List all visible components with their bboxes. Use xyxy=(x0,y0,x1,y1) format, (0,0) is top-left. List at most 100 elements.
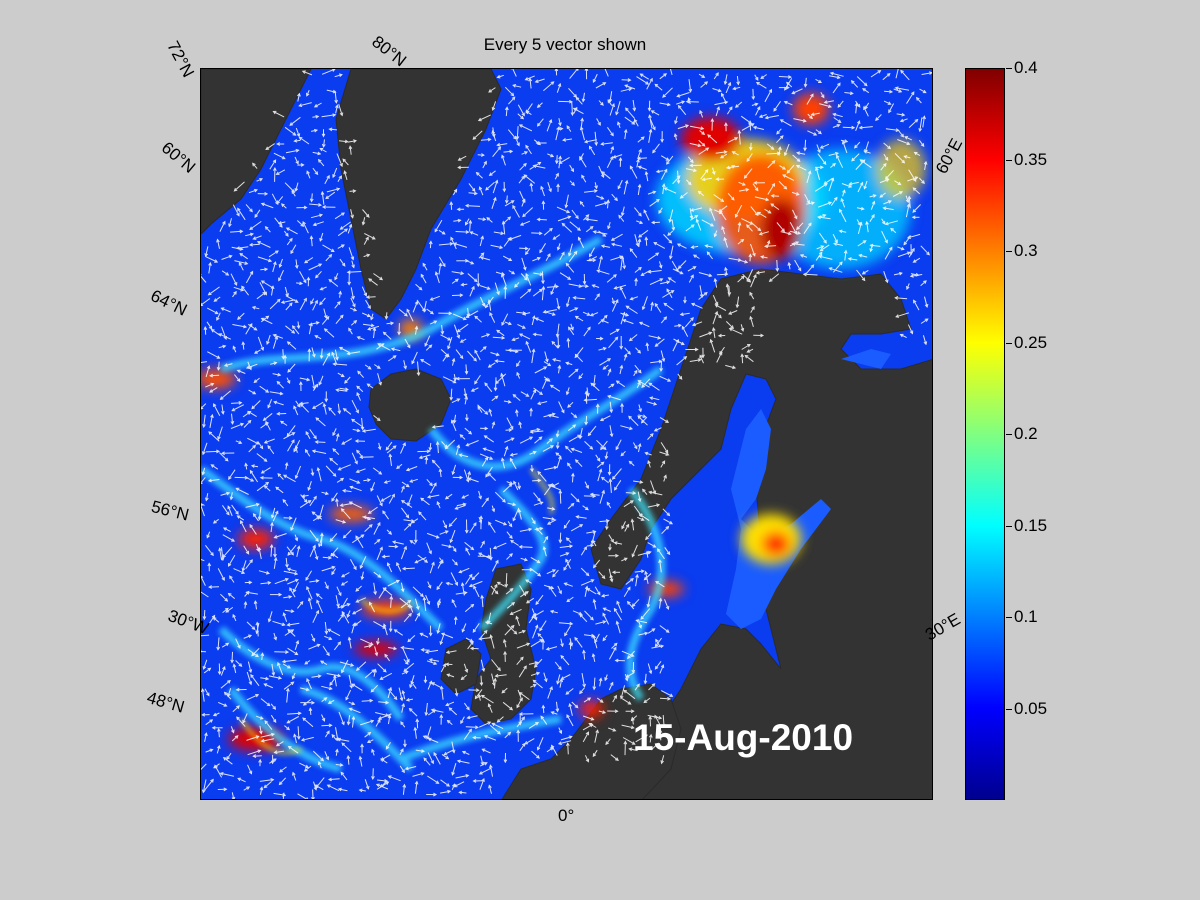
vector-arrowhead xyxy=(637,380,642,384)
vector-arrowhead xyxy=(356,385,361,390)
current-vector xyxy=(376,781,389,790)
vector-arrowhead xyxy=(356,428,361,433)
vector-arrowhead xyxy=(409,604,413,609)
current-vector xyxy=(533,387,543,395)
current-vector xyxy=(236,487,249,495)
current-vector xyxy=(724,237,728,248)
vector-arrowhead xyxy=(582,649,586,654)
current-vector xyxy=(487,472,496,481)
current-vector xyxy=(623,180,628,195)
current-vector xyxy=(329,128,337,131)
vector-arrowhead xyxy=(602,82,607,86)
vector-arrowhead xyxy=(820,245,825,249)
vector-arrowhead xyxy=(521,742,526,747)
vector-arrowhead xyxy=(613,694,617,699)
current-vector xyxy=(600,415,611,421)
vector-arrowhead xyxy=(898,89,903,93)
vector-arrowhead xyxy=(379,502,383,507)
vector-arrowhead xyxy=(697,143,702,148)
current-vector xyxy=(537,737,544,750)
vector-arrowhead xyxy=(302,220,306,225)
current-vector xyxy=(364,732,371,738)
current-vector xyxy=(570,524,583,532)
vector-arrowhead xyxy=(863,150,868,154)
vector-arrowhead xyxy=(570,447,575,452)
colorbar-tick-label: 0.35 xyxy=(1014,150,1048,169)
current-vector xyxy=(208,262,211,274)
current-vector xyxy=(559,545,573,548)
vector-arrowhead xyxy=(518,124,523,128)
current-vector xyxy=(863,180,868,189)
current-vector xyxy=(645,571,649,584)
vector-arrowhead xyxy=(202,451,206,456)
current-vector xyxy=(401,703,405,713)
current-vector xyxy=(776,259,778,271)
vector-arrowhead xyxy=(625,523,630,528)
current-vector xyxy=(258,506,262,520)
vector-arrowhead xyxy=(510,539,514,544)
vector-arrowhead xyxy=(691,322,696,327)
vector-arrowhead xyxy=(640,569,645,574)
current-vector xyxy=(806,93,814,105)
current-vector xyxy=(759,114,767,118)
current-vector xyxy=(570,323,574,330)
vector-arrowhead xyxy=(901,159,906,164)
vector-arrowhead xyxy=(619,364,624,369)
vector-arrowhead xyxy=(435,780,440,784)
vector-arrowhead xyxy=(270,514,275,519)
current-vector xyxy=(659,281,670,285)
vector-arrowhead xyxy=(295,639,300,645)
vector-arrowhead xyxy=(532,684,537,688)
current-vector xyxy=(452,358,455,366)
vector-arrowhead xyxy=(281,659,286,664)
current-vector xyxy=(209,414,213,428)
vector-arrowhead xyxy=(573,250,578,255)
current-vector xyxy=(841,183,852,188)
vector-arrowhead xyxy=(504,106,509,111)
current-vector xyxy=(222,546,233,558)
current-vector xyxy=(586,387,589,397)
vector-arrowhead xyxy=(717,88,722,93)
current-vector xyxy=(401,647,415,650)
vector-arrowhead xyxy=(532,520,536,525)
current-vector xyxy=(582,715,594,721)
current-vector xyxy=(214,296,221,302)
vector-arrowhead xyxy=(266,340,270,345)
vector-arrowhead xyxy=(254,188,258,193)
current-vector xyxy=(547,153,554,157)
current-vector xyxy=(326,89,336,93)
current-vector xyxy=(468,183,476,192)
current-vector xyxy=(261,280,273,289)
vector-arrowhead xyxy=(906,141,911,146)
current-vector xyxy=(337,614,344,622)
vector-arrowhead xyxy=(319,301,323,306)
vector-arrowhead xyxy=(551,312,556,316)
current-vector xyxy=(559,679,563,688)
current-vector xyxy=(231,504,239,515)
current-vector xyxy=(472,130,483,140)
vector-arrowhead xyxy=(331,553,336,557)
current-vector xyxy=(575,97,583,105)
vector-arrowhead xyxy=(266,702,271,707)
vector-arrowhead xyxy=(265,676,270,681)
current-vector xyxy=(412,301,418,313)
current-vector xyxy=(235,638,241,649)
vector-arrowhead xyxy=(440,632,445,637)
current-vector xyxy=(712,167,715,175)
vector-arrowhead xyxy=(851,157,855,162)
vector-arrowhead xyxy=(361,221,366,226)
current-vector xyxy=(560,736,572,741)
current-vector xyxy=(376,495,383,506)
current-vector xyxy=(714,278,718,288)
current-vector xyxy=(581,673,585,687)
current-vector xyxy=(585,226,594,233)
current-vector xyxy=(245,477,254,482)
current-vector xyxy=(648,129,652,143)
current-vector xyxy=(464,604,474,613)
vector-arrowhead xyxy=(420,497,425,502)
vector-arrowhead xyxy=(590,543,595,548)
current-vector xyxy=(804,139,807,151)
current-vector xyxy=(919,88,927,94)
current-vector xyxy=(310,236,313,247)
vector-arrowhead xyxy=(294,444,299,450)
